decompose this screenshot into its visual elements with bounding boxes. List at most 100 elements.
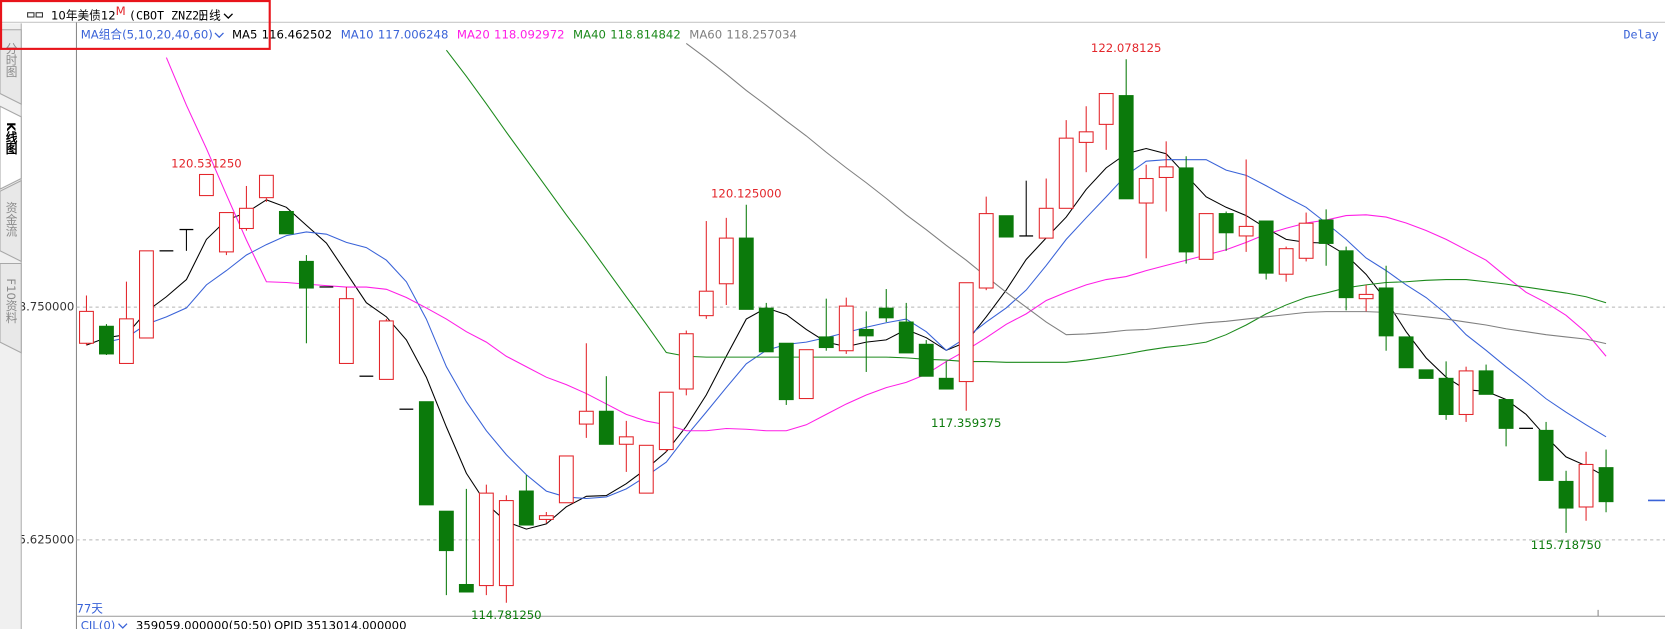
legend-name: MA40 — [573, 28, 606, 42]
candle-body — [1238, 225, 1254, 237]
legend-value: 118.092972 — [494, 28, 565, 42]
candle-body — [1598, 467, 1614, 503]
candle-body — [119, 318, 134, 364]
candle-body — [458, 583, 474, 593]
candle-body — [1478, 370, 1494, 395]
legend-name: MA20 — [457, 28, 490, 42]
candle-body — [258, 174, 274, 199]
candle-body — [698, 290, 714, 317]
plot-area — [79, 43, 1614, 603]
tab-strip: 分时图 K线图 资金流 F10资料 — [0, 23, 22, 629]
extreme-label: 120.125000 — [711, 187, 782, 201]
candle-body — [598, 410, 614, 445]
period-selector[interactable]: 日线 — [198, 8, 222, 22]
candle-body — [378, 320, 394, 380]
candle-body — [338, 298, 354, 364]
extreme-label: 114.781250 — [471, 608, 542, 622]
dropdown-arrow[interactable] — [214, 32, 224, 39]
tab-shape-active — [0, 105, 22, 190]
tab-shape — [0, 179, 22, 263]
candle-body — [1578, 463, 1594, 508]
extreme-label: 115.718750 — [1531, 538, 1602, 552]
candle-body — [498, 500, 514, 587]
ma-line — [445, 49, 1607, 363]
candle-body — [818, 336, 834, 349]
link-icon — [35, 12, 44, 18]
candle-body — [1258, 220, 1274, 274]
candle-body — [918, 343, 934, 377]
legend-name: MA5 — [232, 28, 257, 42]
candle-body — [99, 325, 114, 355]
candle-body — [1498, 399, 1514, 429]
link-icon — [27, 12, 35, 18]
highlight-box — [0, 0, 271, 50]
legend-name: MA10 — [341, 28, 374, 42]
legend-value: 118.257034 — [726, 28, 797, 42]
candle-body — [1158, 166, 1174, 179]
candle-body — [1298, 222, 1314, 259]
open-interest: OPID 3513014.000000 — [274, 618, 407, 629]
candle-body — [858, 328, 874, 337]
candle-body — [938, 377, 954, 390]
candle-body — [958, 282, 974, 383]
candle-body — [758, 307, 774, 353]
tab-label[interactable]: K线图 — [4, 122, 18, 155]
instrument-name: 10年美债12 — [51, 8, 116, 22]
tab-label[interactable]: 资金流 — [4, 202, 18, 237]
candle-body — [578, 410, 594, 425]
candle-body — [1218, 213, 1234, 234]
tab-label[interactable]: 分时图 — [4, 42, 18, 78]
candle-body — [1378, 287, 1394, 337]
candle-body — [678, 333, 694, 390]
instrument-code: (CBOT ZNZ2) — [129, 8, 206, 22]
candle-body — [139, 250, 154, 339]
candle-body — [1198, 213, 1214, 260]
candle-body — [79, 310, 94, 344]
volume-value: 359059.000000(50:50) — [136, 618, 272, 629]
candle-body — [1318, 219, 1334, 244]
ma-line — [106, 159, 1607, 500]
candle-body — [1418, 369, 1434, 379]
candle-body — [798, 349, 814, 400]
candle-body — [1558, 480, 1574, 509]
candle-body — [1138, 177, 1154, 204]
candle-body — [218, 212, 234, 253]
extreme-label: 117.359375 — [931, 416, 1002, 430]
day-count: 77天 — [76, 601, 103, 615]
candle-body — [1038, 207, 1054, 239]
ma-group-selector[interactable]: MA组合(5,10,20,40,60) — [81, 28, 213, 42]
legend-value: 116.462502 — [262, 28, 333, 42]
candle-body — [978, 213, 994, 289]
candle-body — [1178, 167, 1194, 253]
volume-panel-header: CJL(0) 359059.000000(50:50) OPID 3513014… — [81, 618, 407, 629]
candle-body — [1438, 377, 1454, 416]
candle-body — [478, 492, 494, 587]
candle-body — [838, 305, 854, 352]
legend-value: 118.814842 — [610, 28, 681, 42]
candle-body — [778, 342, 794, 401]
candle-body — [538, 515, 554, 520]
candle-body — [878, 307, 894, 319]
candle-body — [738, 237, 754, 310]
dropdown-arrow[interactable] — [118, 623, 128, 629]
candle-body — [1338, 250, 1354, 299]
delay-flag: Delay — [1623, 28, 1658, 42]
candle-body — [1398, 336, 1414, 369]
tab-label[interactable]: F10资料 — [4, 278, 18, 324]
candle-body — [1538, 429, 1554, 481]
volume-indicator[interactable]: CJL(0) — [81, 618, 116, 629]
candle-body — [658, 391, 674, 451]
candle-body — [718, 237, 734, 285]
candle-body — [238, 207, 254, 230]
candle-body — [1278, 248, 1294, 275]
candle-body — [998, 215, 1014, 238]
candle-body — [618, 436, 634, 445]
dropdown-arrow[interactable] — [223, 13, 234, 20]
candle-body — [898, 321, 914, 354]
instrument-header: 10年美债12 M (CBOT ZNZ2) 日线 — [27, 4, 234, 22]
candle-body — [1118, 95, 1134, 200]
candle-body — [1358, 293, 1374, 300]
